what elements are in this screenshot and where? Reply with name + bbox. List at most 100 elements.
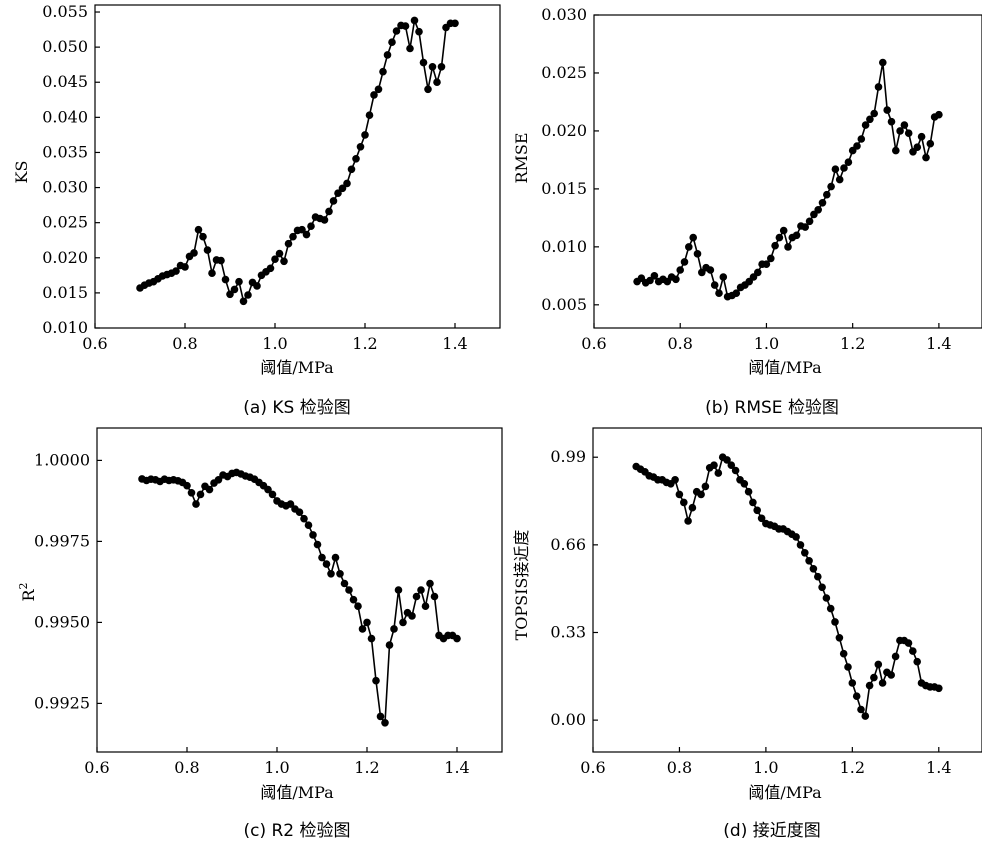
plot-frame — [592, 427, 982, 753]
data-point — [340, 579, 349, 588]
data-point — [857, 705, 865, 714]
data-point — [235, 277, 243, 286]
y-tick-label: 0.99 — [550, 447, 586, 466]
x-tick-label: 0.6 — [580, 758, 605, 777]
data-point — [935, 110, 943, 119]
data-point — [271, 255, 279, 263]
data-point — [433, 78, 441, 86]
data-point — [805, 557, 813, 565]
data-point — [172, 267, 180, 275]
data-point — [771, 241, 779, 250]
data-point — [676, 266, 684, 274]
data-point — [878, 679, 887, 687]
data-point — [892, 146, 900, 155]
data-point — [710, 281, 719, 289]
data-point — [767, 254, 775, 263]
data-point — [385, 641, 394, 649]
y-tick-label: 0.33 — [550, 622, 586, 641]
data-point — [336, 570, 344, 578]
data-point — [280, 257, 288, 266]
data-point — [381, 719, 389, 727]
data-point — [917, 132, 926, 141]
data-point — [356, 143, 365, 151]
data-point — [796, 541, 805, 549]
data-point — [714, 469, 723, 477]
data-point — [217, 256, 225, 265]
x-tick-label: 1.4 — [444, 758, 469, 777]
data-point — [753, 506, 761, 515]
data-point — [826, 604, 835, 613]
data-point — [244, 291, 252, 299]
panel-a-ks: 0.6 0.8 1.0 1.2 1.4 0.010 0.015 0.020 0.025 0.030… — [12, 2, 501, 418]
data-point — [253, 282, 261, 290]
data-point — [304, 521, 313, 529]
data-point — [801, 223, 809, 231]
y-axis-label: KS — [12, 161, 31, 184]
data-point — [857, 135, 866, 143]
data-point — [685, 243, 693, 251]
data-point — [376, 712, 385, 721]
panel-caption: (d) 接近度图 — [723, 821, 820, 841]
y-tick-label: 0.030 — [541, 5, 587, 24]
data-point — [401, 22, 410, 30]
x-tick-label: 1.0 — [753, 758, 778, 777]
y-tick-label: 0.005 — [541, 295, 587, 314]
data-point — [723, 456, 731, 464]
data-point — [844, 158, 853, 166]
data-point — [805, 217, 814, 226]
data-point — [365, 111, 374, 119]
y-tick-label: 0.030 — [42, 178, 88, 197]
data-point — [904, 639, 913, 647]
y-tick-label: 0.045 — [42, 72, 88, 91]
data-point — [887, 671, 895, 679]
data-point — [421, 602, 430, 610]
plot-frame — [94, 4, 501, 329]
data-point — [749, 498, 757, 507]
data-point — [754, 268, 762, 277]
data-point — [266, 264, 275, 273]
y-tick-label: 0.9950 — [34, 612, 90, 631]
data-point — [226, 290, 234, 299]
data-point — [424, 85, 432, 94]
data-point — [775, 233, 784, 242]
y-tick-label: 0.015 — [541, 179, 587, 198]
data-point — [823, 190, 831, 199]
data-point — [840, 164, 848, 172]
data-point — [740, 480, 749, 488]
data-point — [379, 67, 387, 76]
data-point — [419, 58, 428, 67]
data-point — [719, 273, 728, 281]
plot-frame — [96, 427, 503, 753]
y-tick-label: 0.015 — [42, 283, 88, 302]
data-point — [286, 500, 295, 508]
data-point — [835, 175, 844, 184]
data-point — [383, 51, 392, 59]
y-tick-label: 0.025 — [541, 63, 587, 82]
x-tick-label: 0.6 — [581, 334, 606, 353]
data-point — [415, 27, 423, 36]
data-point — [839, 649, 848, 658]
data-point — [302, 230, 311, 239]
data-point — [349, 595, 358, 604]
data-point — [295, 508, 304, 516]
data-point — [361, 131, 369, 139]
x-axis-label: 阈值/MPa — [260, 783, 334, 802]
data-point — [394, 586, 403, 594]
data-point — [345, 586, 353, 594]
data-point — [801, 549, 809, 557]
data-point — [701, 482, 710, 491]
data-point — [792, 231, 801, 240]
data-point — [399, 618, 407, 627]
data-point — [935, 684, 943, 693]
data-point — [727, 461, 736, 470]
y-tick-label: 0.035 — [42, 142, 88, 161]
data-point — [363, 618, 371, 627]
y-tick-label: 0.020 — [541, 121, 587, 140]
data-point — [203, 246, 212, 254]
data-point — [852, 692, 861, 700]
data-point — [865, 681, 874, 690]
data-point — [671, 476, 679, 484]
data-point — [913, 143, 922, 151]
data-point — [331, 553, 340, 562]
data-point — [913, 657, 921, 666]
